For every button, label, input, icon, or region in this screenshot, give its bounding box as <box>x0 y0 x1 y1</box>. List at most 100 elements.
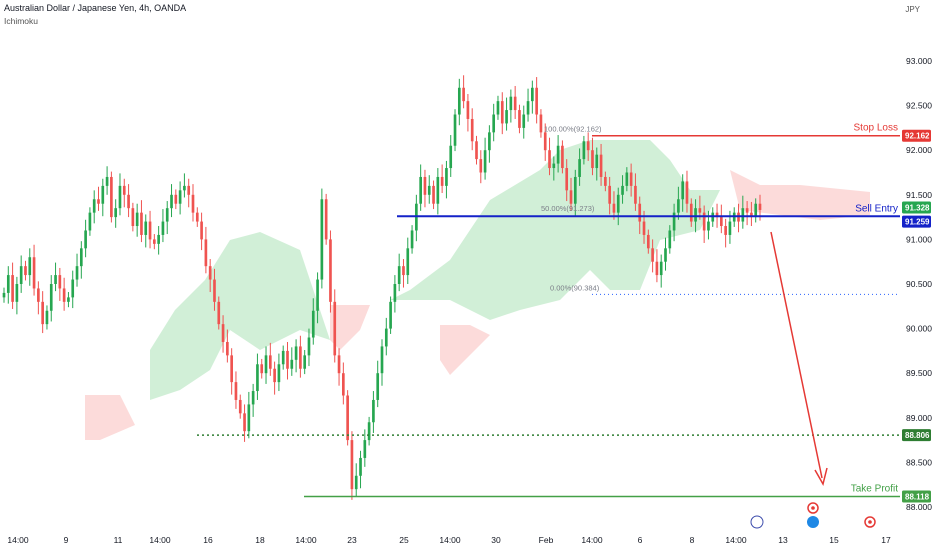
candle <box>702 205 706 243</box>
candle <box>496 95 500 120</box>
candle <box>406 237 410 284</box>
candle <box>367 416 371 446</box>
candle <box>543 123 547 161</box>
candle <box>260 358 264 379</box>
candle <box>178 181 182 215</box>
candle-body <box>217 301 221 325</box>
candle <box>573 169 577 217</box>
candle <box>294 339 298 373</box>
x-tick-label: 17 <box>881 535 891 545</box>
candle <box>685 170 689 213</box>
flag-icon <box>807 516 819 528</box>
candle-body <box>354 475 358 490</box>
x-tick-label: 16 <box>203 535 213 545</box>
candle-body <box>694 208 697 222</box>
event-icon-dot <box>811 506 815 510</box>
candle <box>97 186 100 211</box>
fib-label: 100.00%(92.162) <box>544 125 602 134</box>
candle-body <box>165 208 169 222</box>
candle-body <box>681 181 685 200</box>
candle <box>28 248 32 286</box>
candle <box>329 230 332 313</box>
candle-body <box>685 181 689 204</box>
candle <box>350 431 354 500</box>
candle-body <box>479 159 483 173</box>
candle-body <box>281 350 285 365</box>
candle-body <box>110 176 113 218</box>
candle <box>24 260 27 281</box>
candle <box>19 255 23 293</box>
candle <box>535 77 538 124</box>
candle <box>320 188 324 289</box>
candle <box>148 210 152 249</box>
candle-body <box>513 96 517 111</box>
candle-body <box>178 190 182 204</box>
candle-body <box>101 185 105 204</box>
candle <box>324 193 328 245</box>
candle-body <box>114 208 118 218</box>
candle <box>646 229 650 254</box>
candle <box>745 201 749 226</box>
y-tick-label: 91.500 <box>906 190 932 200</box>
candle <box>88 207 92 236</box>
candle <box>565 159 569 202</box>
candle-body <box>221 324 225 342</box>
candle-body <box>294 346 298 360</box>
candle <box>380 339 384 386</box>
candle-body <box>672 212 676 231</box>
candle-body <box>646 234 650 249</box>
candle <box>174 189 178 210</box>
candle-body <box>526 101 530 115</box>
candle-body <box>720 217 723 227</box>
candle <box>741 195 745 229</box>
candle <box>161 209 165 243</box>
candle-body <box>608 185 611 204</box>
candle-body <box>230 355 233 383</box>
candle <box>518 104 521 134</box>
candle <box>238 394 242 419</box>
candle <box>569 177 573 211</box>
stop-loss-tag: 92.162 <box>902 129 931 142</box>
candle-body <box>668 230 672 249</box>
y-tick-label: 90.000 <box>906 324 932 334</box>
candle <box>466 94 470 132</box>
candle <box>346 390 349 446</box>
candle <box>299 335 302 378</box>
candle-body <box>148 221 152 240</box>
candle-body <box>595 154 599 169</box>
ichimoku-cloud <box>85 140 870 440</box>
candle <box>110 171 113 223</box>
candle <box>170 184 173 218</box>
candle-body <box>466 101 470 119</box>
candle <box>101 178 105 217</box>
candle-body <box>256 364 259 392</box>
candle-body <box>664 248 667 262</box>
candle <box>342 362 345 405</box>
candle-body <box>131 208 135 227</box>
candle <box>273 361 276 395</box>
candle <box>531 80 534 114</box>
last-price-tag-text: 91.328 <box>905 203 930 212</box>
x-tick-label: 14:00 <box>149 535 171 545</box>
event-icon-2 <box>864 516 876 528</box>
candle <box>436 168 440 215</box>
candle <box>397 253 401 292</box>
candle <box>359 450 362 489</box>
candle <box>268 342 272 376</box>
x-tick-label: 14:00 <box>581 535 603 545</box>
x-tick-label: 14:00 <box>7 535 29 545</box>
candle-body <box>49 284 53 311</box>
x-tick-label: 9 <box>64 535 69 545</box>
last-price-tag: 91.328 <box>902 201 931 214</box>
candle <box>548 137 551 176</box>
x-tick-label: 15 <box>829 535 839 545</box>
candle <box>539 109 543 138</box>
candle-body <box>191 194 195 213</box>
candle-body <box>741 208 745 222</box>
candle-body <box>578 159 581 177</box>
candle-body <box>273 368 276 383</box>
candle-body <box>144 221 148 235</box>
candle <box>552 156 556 181</box>
candle <box>118 173 122 216</box>
